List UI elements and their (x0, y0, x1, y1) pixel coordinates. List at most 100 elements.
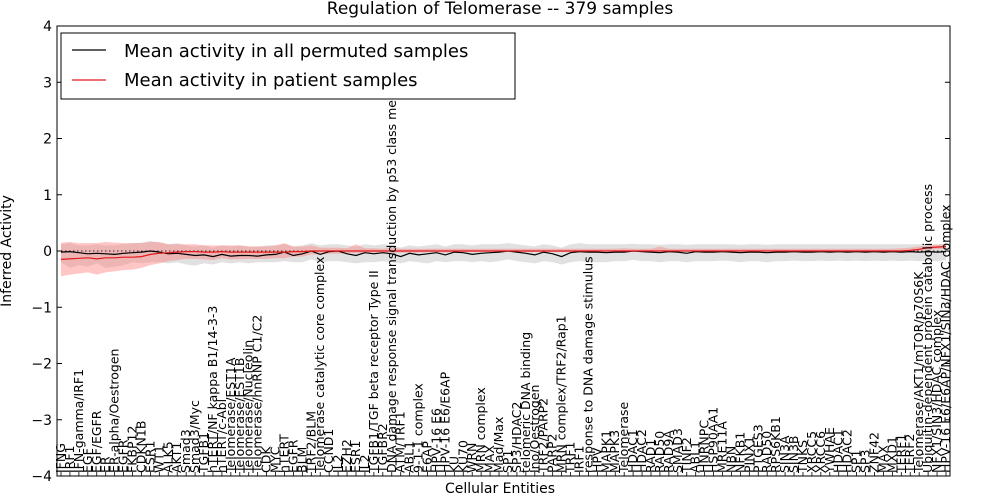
entity-label: IL2 (357, 454, 372, 473)
chart-title: Regulation of Telomerase -- 379 samples (327, 0, 674, 19)
legend-label-all: Mean activity in all permuted samples (124, 41, 468, 62)
entity-label: hTERT/NF kappa B1/14-3-3 (205, 306, 220, 473)
y-tick-label: 3 (43, 75, 52, 91)
entity-label: TGFBR2 (375, 423, 390, 474)
entity-label: Telomerase (616, 401, 631, 474)
entity-label: RAD1 (643, 439, 658, 473)
y-tick-label: 2 (43, 132, 52, 148)
entity-label: SP3/HDAC2 (509, 402, 524, 473)
entity-label: HPV-16 E6/E6AP (437, 371, 452, 473)
entity-label: RAD50 (652, 431, 667, 473)
entity-label: response to DNA damage stimulus (580, 256, 595, 473)
entity-label: Telomerase/hnRNP C1/C2 (250, 315, 265, 474)
entity-label: MAPK1 (598, 430, 613, 473)
entity-label: HDAC2 (840, 429, 855, 473)
entity-label: HPV (589, 447, 604, 473)
entity-label: PARP2 (545, 434, 560, 473)
entity-label: Telomerase/EST1B (232, 358, 247, 474)
entity-label: ER-alpha/Oestrogen (107, 349, 122, 473)
entity-label: MYC (268, 446, 283, 473)
entity-label: EGFR (116, 439, 131, 473)
legend-frame (60, 32, 516, 100)
entity-label: Telomerase/EST1A (223, 357, 238, 474)
y-tick-label: −3 (31, 413, 52, 429)
entity-label: 9-1-1 complex (411, 383, 426, 473)
entity-label: IFN-gamma/IRF1 (71, 369, 86, 473)
entity-label: ATM/TRF1 (393, 411, 408, 473)
entity-label: IRF1 (62, 445, 77, 473)
entity-label: BLM (294, 447, 309, 473)
entity-label: TINF2 (679, 437, 694, 474)
entity-label: EGF (80, 448, 95, 473)
entity-label: IRF1 (572, 445, 587, 473)
entity-label: Telomerase/Nucleolin (241, 340, 256, 474)
entity-label: TNKS (795, 440, 810, 474)
entity-label: SP1 (849, 450, 864, 473)
entity-label: YWHAE (822, 427, 837, 474)
entity-label: MRE11A (715, 421, 730, 473)
entity-label: WT1 (151, 445, 166, 473)
entity-label: Telomerase catalytic core complex (312, 257, 327, 474)
entity-label: RAD9A (661, 430, 676, 473)
entity-label: Ino/Oestrogen (527, 385, 542, 473)
entity-label: CDK (259, 446, 274, 473)
entity-label: NFX1/SIN3/HDAC complex (929, 310, 944, 473)
y-tick-label: 1 (43, 188, 52, 204)
entity-label: IL2 (330, 454, 345, 473)
entity-label: TERF2 (902, 434, 917, 474)
entity-label: WRN (464, 443, 479, 473)
entity-label: MRN complex/TRF2/Rap1 (554, 315, 569, 473)
entity-label: ABL1 (688, 441, 703, 473)
entity-label: Ubiquitin-dependent protein catabolic pr… (920, 184, 935, 473)
entity-label: FKBP12 (125, 426, 140, 473)
legend-label-patient: Mean activity in patient samples (124, 70, 418, 91)
entity-label: SIN3A (777, 435, 792, 473)
entity-label: DNA damage response signal transduction … (384, 62, 399, 473)
entity-label: TRF1 (563, 442, 578, 474)
series-line-1 (60, 245, 947, 260)
entity-label: IFNG (53, 443, 68, 473)
legend: Mean activity in all permuted samples Me… (60, 32, 516, 100)
entity-label: NBN (724, 446, 739, 473)
entity-label: SMAD3 (670, 428, 685, 473)
entity-label: RPS6KB1 (768, 416, 783, 473)
entity-label: SIN3B (786, 436, 801, 474)
entity-label: HNRNPC (697, 420, 712, 473)
entity-label: ZNF42 (867, 432, 882, 473)
entity-label: ABL1 (402, 441, 417, 473)
entity-label: ALK5 (160, 441, 175, 473)
entity-label: MAX (875, 445, 890, 473)
entity-label: HDAC1 (831, 429, 846, 473)
entity-label: HSP90AA1 (706, 407, 721, 473)
entity-label: PINX1 (741, 436, 756, 473)
entity-label: TERF1 (893, 434, 908, 474)
entity-label: SP3 (858, 450, 873, 473)
entity-label: SP1 (500, 450, 515, 473)
entity-label: EGFR (285, 439, 300, 473)
entity-label: HDAC1 (625, 429, 640, 473)
x-axis-label: Cellular Entities (445, 481, 555, 497)
entity-label: TGFB1/TGF beta receptor Type II (366, 270, 381, 474)
entity-label: Mad/Max (491, 417, 506, 473)
entity-label: KU (446, 456, 461, 473)
entity-label: HDAC2 (634, 429, 649, 473)
y-tick-label: −4 (31, 469, 52, 485)
entity-label: EZH2 (339, 439, 354, 473)
entity-label: HPV-16 E6 (429, 408, 444, 473)
entity-label: AKT1 (169, 442, 184, 473)
y-axis-label: Inferred Activity (0, 195, 15, 307)
entity-label: ESR1 (348, 441, 363, 473)
entity-label: Telomerase/AKT1/mTOR/p70S6K (911, 271, 926, 474)
entity-label: XRCC6 (813, 431, 828, 473)
y-tick-label: −1 (31, 300, 52, 316)
entity-label: hTERT/c-Abl (214, 399, 229, 473)
entity-label: EGF/EGFR (89, 410, 104, 473)
entity-label: TGFB1 (196, 432, 211, 474)
series-band-0 (61, 240, 946, 268)
y-tick-label: 0 (43, 244, 52, 260)
entity-label: Smad3 (178, 429, 193, 473)
y-tick-label: 4 (43, 19, 52, 35)
entity-label: PTGES3 (750, 424, 765, 473)
entity-label: CCND1 (321, 429, 336, 473)
